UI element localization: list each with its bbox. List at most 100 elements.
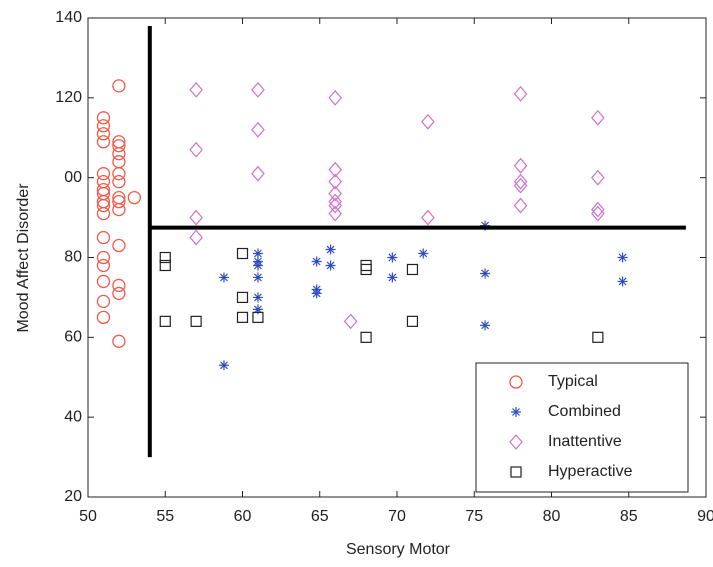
point	[218, 360, 229, 371]
x-tick-label: 90	[697, 508, 713, 525]
series	[189, 81, 605, 330]
point	[252, 304, 263, 315]
point	[513, 85, 528, 102]
x-tick-label: 50	[79, 508, 97, 525]
point	[96, 250, 111, 265]
point	[406, 315, 419, 327]
point	[236, 311, 249, 323]
x-tick-label: 60	[234, 508, 252, 525]
legend-label: Typical	[548, 373, 598, 390]
point	[343, 313, 358, 330]
series	[96, 79, 142, 348]
point	[252, 272, 263, 283]
point	[236, 291, 249, 304]
point	[159, 315, 171, 327]
point	[421, 113, 435, 130]
point	[421, 209, 435, 226]
point	[513, 173, 528, 190]
point	[189, 141, 203, 158]
point	[218, 272, 229, 283]
point	[112, 194, 126, 209]
point	[189, 229, 203, 246]
point	[325, 244, 336, 255]
x-axis-label: Sensory Motor	[346, 541, 451, 558]
point	[112, 79, 126, 93]
point	[591, 109, 605, 126]
point	[112, 334, 126, 348]
point	[360, 263, 372, 276]
legend-label: Inattentive	[548, 433, 622, 450]
point	[328, 205, 342, 222]
legend-label: Hyperactive	[548, 463, 633, 480]
point	[96, 135, 111, 149]
legend-marker	[509, 434, 523, 450]
point	[96, 230, 111, 245]
point	[617, 252, 628, 263]
point	[252, 248, 263, 259]
point	[127, 190, 142, 205]
x-tick-label: 75	[465, 508, 483, 525]
point	[328, 161, 342, 178]
point	[96, 258, 111, 273]
legend-marker	[510, 466, 522, 478]
point	[112, 238, 126, 253]
point	[112, 147, 126, 161]
point	[96, 310, 111, 325]
point	[236, 247, 249, 260]
series	[159, 247, 604, 343]
point	[96, 127, 111, 141]
point	[513, 157, 528, 174]
y-tick-label: 80	[64, 249, 82, 266]
legend-marker	[511, 407, 521, 417]
point	[96, 111, 111, 125]
x-tick-label: 85	[620, 508, 638, 525]
point	[406, 263, 419, 276]
x-tick-label: 65	[311, 508, 329, 525]
point	[112, 175, 126, 189]
point	[96, 119, 111, 133]
y-tick-label: 00	[64, 169, 82, 186]
point	[591, 205, 605, 222]
point	[252, 260, 263, 271]
point	[96, 274, 111, 289]
point	[112, 286, 126, 301]
point	[360, 331, 372, 343]
point	[112, 202, 126, 217]
point	[513, 197, 528, 214]
point	[159, 259, 171, 272]
point	[251, 81, 265, 98]
point	[252, 292, 263, 303]
point	[96, 167, 111, 181]
point	[592, 331, 604, 343]
point	[480, 268, 491, 279]
point	[325, 260, 336, 271]
point	[617, 276, 628, 287]
y-tick-label: 40	[64, 408, 82, 425]
x-tick-label: 55	[156, 508, 174, 525]
point	[513, 177, 528, 194]
y-tick-label: 120	[55, 89, 82, 106]
point	[112, 139, 126, 153]
point	[159, 251, 171, 264]
point	[591, 169, 605, 186]
point	[328, 173, 342, 190]
point	[418, 248, 429, 259]
point	[328, 193, 342, 210]
point	[190, 315, 202, 327]
point	[96, 198, 111, 213]
point	[328, 185, 342, 202]
point	[387, 272, 398, 283]
point	[252, 311, 264, 323]
point	[480, 320, 491, 331]
y-tick-label: 20	[64, 488, 82, 505]
legend-marker	[509, 375, 523, 389]
point	[112, 278, 126, 293]
point	[96, 294, 111, 309]
y-tick-label: 140	[55, 9, 82, 26]
point	[311, 256, 322, 267]
point	[96, 206, 111, 221]
point	[189, 81, 203, 98]
point	[251, 121, 265, 138]
x-tick-label: 70	[388, 508, 406, 525]
